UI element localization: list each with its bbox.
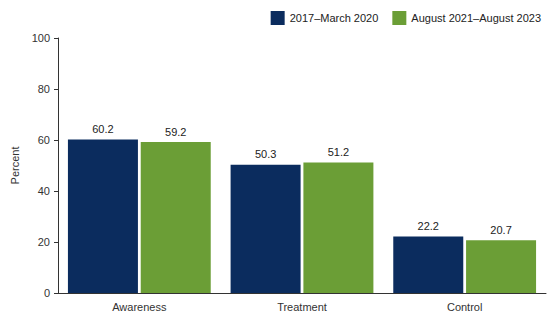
svg-text:51.2: 51.2 bbox=[328, 146, 349, 158]
svg-text:59.2: 59.2 bbox=[165, 126, 186, 138]
svg-text:100: 100 bbox=[32, 32, 50, 44]
svg-text:August 2021–August 2023: August 2021–August 2023 bbox=[411, 12, 541, 24]
svg-text:Treatment: Treatment bbox=[277, 301, 327, 313]
svg-text:2017–March 2020: 2017–March 2020 bbox=[290, 12, 379, 24]
svg-text:0: 0 bbox=[44, 287, 50, 299]
svg-text:60: 60 bbox=[38, 134, 50, 146]
svg-text:Awareness: Awareness bbox=[112, 301, 167, 313]
svg-text:80: 80 bbox=[38, 83, 50, 95]
svg-text:20: 20 bbox=[38, 236, 50, 248]
svg-text:40: 40 bbox=[38, 185, 50, 197]
svg-text:20.7: 20.7 bbox=[490, 224, 511, 236]
svg-text:Percent: Percent bbox=[9, 147, 21, 185]
svg-text:60.2: 60.2 bbox=[92, 123, 113, 135]
svg-text:50.3: 50.3 bbox=[255, 148, 276, 160]
svg-text:22.2: 22.2 bbox=[418, 220, 439, 232]
svg-text:Control: Control bbox=[447, 301, 482, 313]
